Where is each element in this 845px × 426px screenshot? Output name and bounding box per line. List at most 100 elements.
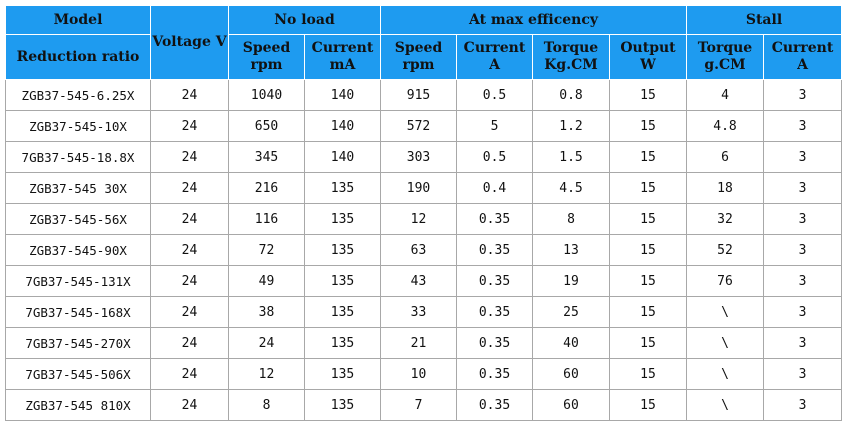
- stall-current-cell: 3: [762, 358, 843, 390]
- maxeff-output-unit: W: [640, 57, 656, 73]
- stall-torque-cell: 18: [686, 172, 764, 204]
- stall-torque-cell: 4: [686, 79, 764, 111]
- noload-speed-cell: 345: [228, 141, 305, 173]
- stall-current-cell: 3: [762, 79, 843, 111]
- maxeff-torque-cell: 4.5: [532, 172, 610, 204]
- table-row: 7GB37-545-168X 24 38 135 33 0.35 25 15 \…: [5, 296, 843, 328]
- noload-speed-cell: 216: [228, 172, 305, 204]
- maxeff-current-cell: 0.35: [456, 296, 533, 328]
- maxeff-speed-cell: 572: [380, 110, 457, 142]
- table-row: ZGB37-545-10X 24 650 140 572 5 1.2 15 4.…: [5, 110, 843, 142]
- table-row: ZGB37-545-56X 24 116 135 12 0.35 8 15 32…: [5, 203, 843, 235]
- noload-current-cell: 135: [304, 296, 381, 328]
- stall-header: Stall: [685, 5, 843, 35]
- noload-speed-cell: 12: [228, 358, 305, 390]
- maxeff-torque-cell: 0.8: [532, 79, 610, 111]
- maxeff-output-cell: 15: [609, 79, 687, 111]
- stall-current-cell: 3: [762, 110, 843, 142]
- maxeff-speed-cell: 10: [380, 358, 457, 390]
- stall-current-cell: 3: [762, 172, 843, 204]
- maxeff-torque-cell: 60: [532, 389, 610, 421]
- noload-speed-cell: 49: [228, 265, 305, 297]
- motor-spec-table: Model Voltage V No load At max efficency…: [5, 5, 843, 421]
- table-row: 7GB37-545-506X 24 12 135 10 0.35 60 15 \…: [5, 358, 843, 390]
- table-body: ZGB37-545-6.25X 24 1040 140 915 0.5 0.8 …: [5, 79, 843, 421]
- stall-torque-cell: 76: [686, 265, 764, 297]
- maxeff-output-cell: 15: [609, 110, 687, 142]
- stall-current-label: Current: [771, 40, 834, 56]
- max-efficiency-header: At max efficency: [380, 5, 687, 35]
- stall-torque-cell: 4.8: [686, 110, 764, 142]
- maxeff-torque-cell: 19: [532, 265, 610, 297]
- maxeff-speed-header: Speed rpm: [380, 34, 457, 80]
- maxeff-speed-cell: 190: [380, 172, 457, 204]
- voltage-cell: 24: [150, 110, 229, 142]
- voltage-cell: 24: [150, 203, 229, 235]
- maxeff-output-cell: 15: [609, 358, 687, 390]
- noload-speed-cell: 650: [228, 110, 305, 142]
- maxeff-speed-cell: 7: [380, 389, 457, 421]
- maxeff-speed-cell: 33: [380, 296, 457, 328]
- noload-current-cell: 140: [304, 110, 381, 142]
- maxeff-output-cell: 15: [609, 172, 687, 204]
- noload-current-cell: 135: [304, 358, 381, 390]
- maxeff-speed-cell: 12: [380, 203, 457, 235]
- maxeff-output-cell: 15: [609, 327, 687, 359]
- voltage-cell: 24: [150, 358, 229, 390]
- table-row: 7GB37-545-131X 24 49 135 43 0.35 19 15 7…: [5, 265, 843, 297]
- table-row: ZGB37-545 30X 24 216 135 190 0.4 4.5 15 …: [5, 172, 843, 204]
- maxeff-output-cell: 15: [609, 234, 687, 266]
- maxeff-output-header: Output W: [609, 34, 687, 80]
- table-row: 7GB37-545-270X 24 24 135 21 0.35 40 15 \…: [5, 327, 843, 359]
- stall-torque-cell: 32: [686, 203, 764, 235]
- stall-current-unit: A: [797, 57, 808, 73]
- noload-speed-cell: 8: [228, 389, 305, 421]
- maxeff-output-cell: 15: [609, 203, 687, 235]
- maxeff-torque-header: Torque Kg.CM: [532, 34, 610, 80]
- maxeff-current-cell: 5: [456, 110, 533, 142]
- voltage-cell: 24: [150, 389, 229, 421]
- spec-table-container: Model Voltage V No load At max efficency…: [5, 5, 843, 421]
- voltage-header: Voltage V: [150, 5, 229, 80]
- noload-speed-label: Speed: [242, 40, 291, 56]
- maxeff-current-header: Current A: [456, 34, 533, 80]
- maxeff-current-cell: 0.35: [456, 265, 533, 297]
- stall-torque-cell: \: [686, 389, 764, 421]
- maxeff-torque-unit: Kg.CM: [544, 57, 598, 73]
- maxeff-torque-cell: 8: [532, 203, 610, 235]
- table-header: Model Voltage V No load At max efficency…: [5, 5, 843, 80]
- noload-speed-cell: 72: [228, 234, 305, 266]
- maxeff-output-cell: 15: [609, 296, 687, 328]
- table-row: ZGB37-545 810X 24 8 135 7 0.35 60 15 \ 3: [5, 389, 843, 421]
- stall-torque-cell: 52: [686, 234, 764, 266]
- maxeff-torque-label: Torque: [543, 40, 599, 56]
- noload-current-unit: mA: [329, 57, 356, 73]
- stall-torque-cell: \: [686, 296, 764, 328]
- model-header: Model: [5, 5, 151, 35]
- maxeff-speed-label: Speed: [394, 40, 443, 56]
- model-cell: 7GB37-545-270X: [5, 327, 151, 359]
- voltage-cell: 24: [150, 296, 229, 328]
- model-cell: 7GB37-545-168X: [5, 296, 151, 328]
- maxeff-torque-cell: 13: [532, 234, 610, 266]
- stall-current-cell: 3: [762, 389, 843, 421]
- noload-current-label: Current: [311, 40, 374, 56]
- voltage-cell: 24: [150, 172, 229, 204]
- noload-speed-unit: rpm: [250, 57, 283, 73]
- maxeff-torque-cell: 60: [532, 358, 610, 390]
- noload-speed-cell: 38: [228, 296, 305, 328]
- noload-current-cell: 135: [304, 265, 381, 297]
- noload-current-cell: 140: [304, 141, 381, 173]
- maxeff-current-cell: 0.5: [456, 79, 533, 111]
- model-cell: ZGB37-545-56X: [5, 203, 151, 235]
- noload-speed-header: Speed rpm: [228, 34, 305, 80]
- maxeff-torque-cell: 1.5: [532, 141, 610, 173]
- model-cell: ZGB37-545-90X: [5, 234, 151, 266]
- stall-current-cell: 3: [762, 327, 843, 359]
- maxeff-current-cell: 0.5: [456, 141, 533, 173]
- maxeff-output-cell: 15: [609, 141, 687, 173]
- maxeff-speed-cell: 43: [380, 265, 457, 297]
- maxeff-current-unit: A: [489, 57, 500, 73]
- maxeff-current-cell: 0.35: [456, 358, 533, 390]
- model-cell: ZGB37-545-6.25X: [5, 79, 151, 111]
